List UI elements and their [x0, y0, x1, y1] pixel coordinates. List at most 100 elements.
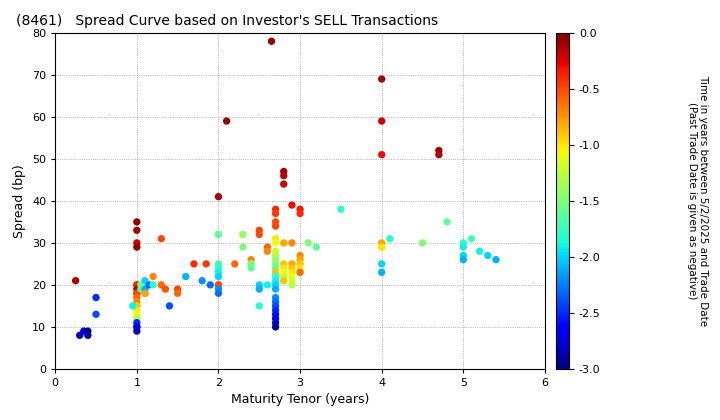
Point: [294, 269, 306, 276]
Point: [376, 239, 387, 246]
Point: [131, 315, 143, 322]
Point: [270, 248, 282, 255]
Point: [246, 265, 257, 271]
Text: (8461)   Spread Curve based on Investor's SELL Transactions: (8461) Spread Curve based on Investor's …: [16, 13, 438, 27]
Point: [270, 298, 282, 305]
Point: [278, 269, 289, 276]
Point: [131, 218, 143, 225]
Point: [441, 218, 453, 225]
Point: [156, 235, 167, 242]
Point: [376, 118, 387, 124]
Point: [253, 231, 265, 238]
Point: [148, 281, 159, 288]
Point: [139, 290, 150, 297]
Point: [82, 332, 94, 339]
Point: [294, 256, 306, 263]
Point: [270, 307, 282, 313]
Point: [458, 256, 469, 263]
Point: [474, 248, 485, 255]
Point: [131, 307, 143, 313]
Point: [286, 202, 297, 208]
Point: [212, 290, 224, 297]
Point: [212, 231, 224, 238]
Point: [212, 269, 224, 276]
Point: [270, 319, 282, 326]
Point: [278, 239, 289, 246]
Point: [237, 244, 248, 250]
Point: [131, 302, 143, 309]
Point: [278, 168, 289, 175]
Point: [376, 260, 387, 267]
Point: [156, 281, 167, 288]
Point: [70, 277, 81, 284]
Point: [270, 256, 282, 263]
Point: [294, 260, 306, 267]
Point: [270, 265, 282, 271]
Point: [286, 260, 297, 267]
Point: [482, 252, 494, 259]
Point: [131, 315, 143, 322]
Point: [253, 302, 265, 309]
Point: [270, 210, 282, 217]
Point: [131, 323, 143, 330]
Point: [270, 294, 282, 301]
Point: [310, 244, 322, 250]
Point: [131, 302, 143, 309]
Point: [131, 239, 143, 246]
Point: [278, 277, 289, 284]
Point: [278, 181, 289, 187]
Point: [294, 269, 306, 276]
Point: [270, 273, 282, 280]
Point: [212, 265, 224, 271]
Point: [294, 252, 306, 259]
Point: [131, 323, 143, 330]
Point: [131, 311, 143, 318]
Point: [135, 281, 147, 288]
Point: [197, 277, 208, 284]
Point: [172, 286, 184, 292]
Point: [270, 281, 282, 288]
Point: [131, 281, 143, 288]
Point: [286, 265, 297, 271]
Point: [286, 277, 297, 284]
Point: [376, 269, 387, 276]
Point: [278, 260, 289, 267]
Point: [246, 260, 257, 267]
Point: [294, 265, 306, 271]
Point: [376, 151, 387, 158]
Point: [143, 281, 155, 288]
Point: [261, 281, 273, 288]
Point: [384, 235, 395, 242]
Point: [212, 281, 224, 288]
Point: [212, 281, 224, 288]
Point: [278, 273, 289, 280]
Point: [127, 302, 138, 309]
Point: [246, 260, 257, 267]
Point: [163, 302, 175, 309]
Point: [131, 298, 143, 305]
Point: [302, 239, 314, 246]
Point: [376, 76, 387, 82]
Point: [131, 227, 143, 234]
Point: [417, 239, 428, 246]
Point: [433, 151, 445, 158]
Point: [212, 260, 224, 267]
Point: [246, 256, 257, 263]
Point: [172, 290, 184, 297]
Point: [131, 290, 143, 297]
Point: [270, 239, 282, 246]
Point: [212, 273, 224, 280]
Point: [253, 227, 265, 234]
Point: [139, 286, 150, 292]
Point: [253, 281, 265, 288]
Point: [253, 286, 265, 292]
Point: [286, 239, 297, 246]
Point: [270, 260, 282, 267]
Point: [294, 206, 306, 213]
Point: [490, 256, 502, 263]
Point: [180, 273, 192, 280]
Point: [131, 281, 143, 288]
Point: [458, 252, 469, 259]
Point: [229, 260, 240, 267]
Point: [261, 248, 273, 255]
